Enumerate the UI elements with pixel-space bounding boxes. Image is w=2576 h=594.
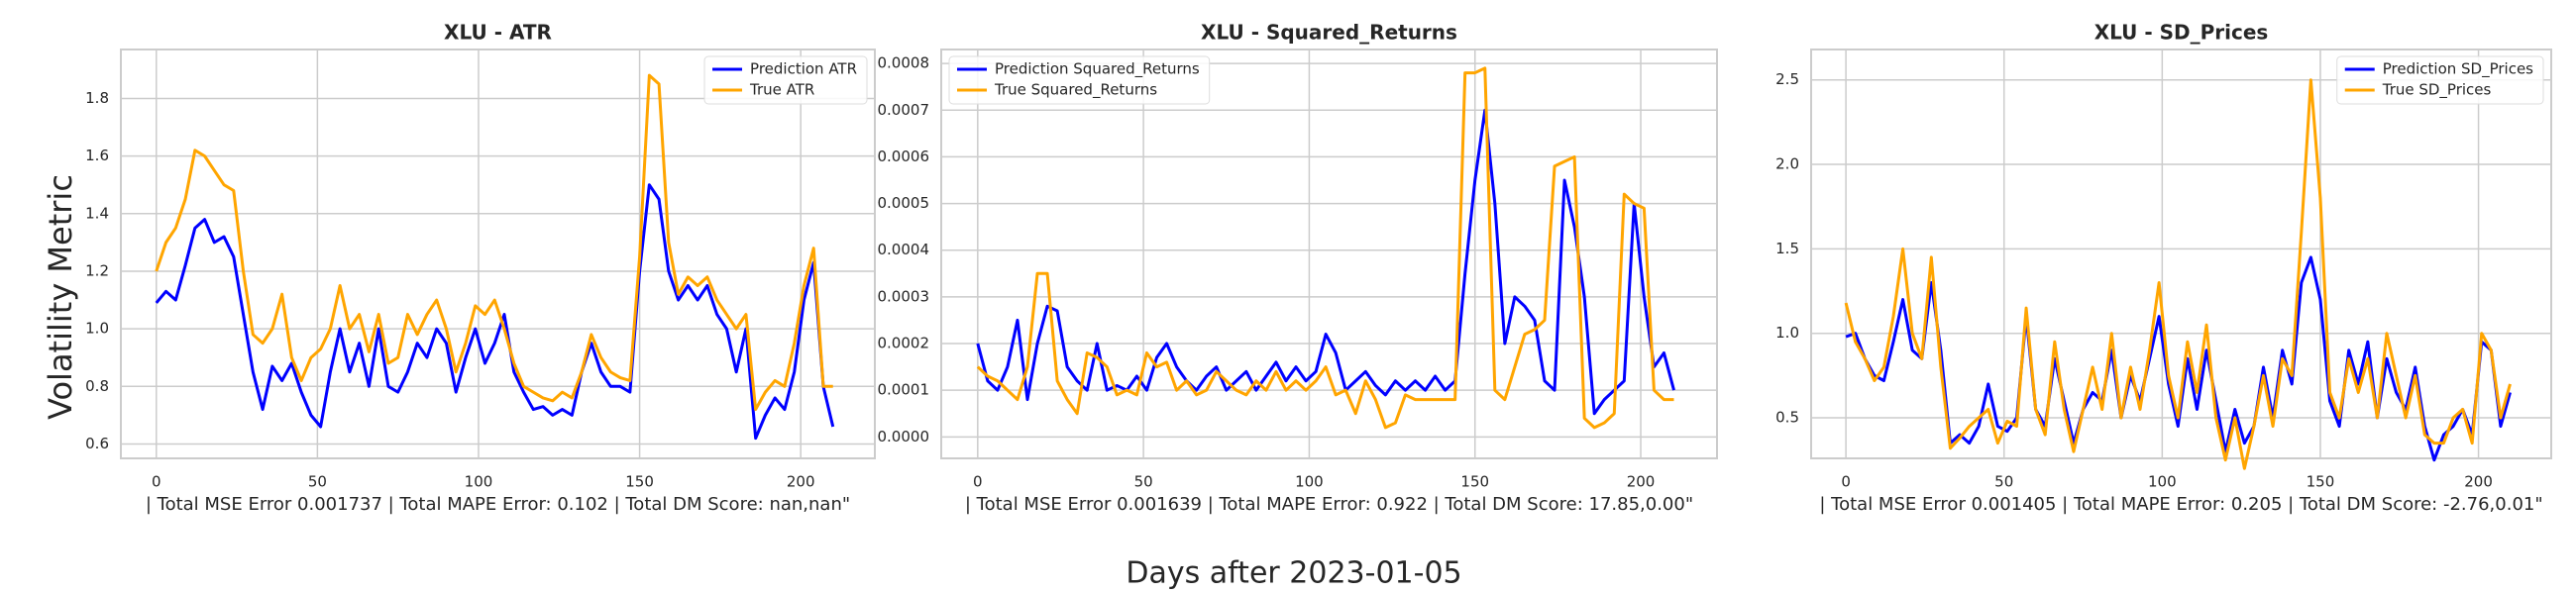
subplot-title: XLU - SD_Prices [2094,21,2269,45]
y-tick-label: 0.6 [85,435,109,452]
legend-box [2336,55,2544,105]
x-tick-label: 200 [787,473,815,491]
y-tick-label: 2.0 [1775,155,1799,173]
y-tick-label: 1.0 [1775,324,1799,342]
y-tick-label: 0.5 [1775,409,1799,427]
plot-frame [1810,49,2552,459]
plot-area [121,50,875,458]
subplot-title: XLU - ATR [444,21,552,45]
legend-box [703,55,868,105]
series-line [1845,255,2512,462]
x-tick-label: 0 [1841,473,1851,491]
y-tick-label: 1.2 [85,261,109,279]
subplot-x-label: | Total MSE Error 0.001737 | Total MAPE … [146,494,850,515]
x-tick-label: 150 [2307,473,2335,491]
x-tick-label: 100 [2148,473,2177,491]
subplot: 0.6 0.8 1.0 1.2 1.4 1.6 1.8 0 50 100 150 200 XLU - A… [85,21,876,515]
legend-label: Prediction SD_Prices [2383,60,2533,79]
y-tick-label: 1.8 [85,89,109,107]
plot-frame [120,49,876,459]
legend-label: Prediction ATR [750,60,857,78]
y-tick-label: 1.5 [1775,240,1799,257]
legend-label: True ATR [749,81,814,99]
y-tick-label: 1.4 [85,204,109,222]
x-tick-label: 200 [1627,473,1656,491]
y-tick-label: 1.0 [85,320,109,338]
legend-label: True SD_Prices [2382,81,2492,100]
y-tick-label: 0.0002 [878,335,930,352]
y-tick-label: 0.0007 [878,101,930,119]
y-tick-label: 0.0008 [878,54,930,72]
y-tick-label: 1.6 [85,147,109,164]
y-axis-label: Volatility Metric [42,174,79,420]
series-line [976,66,1674,430]
y-tick-label: 0.8 [85,377,109,395]
x-tick-label: 50 [1134,473,1153,491]
legend-label: True Squared_Returns [994,81,1157,100]
plot-frame [940,49,1718,459]
x-tick-label: 150 [1460,473,1489,491]
y-tick-label: 0.0000 [878,428,930,446]
subplot-title: XLU - Squared_Returns [1201,21,1457,45]
y-tick-label: 0.0003 [878,287,930,305]
legend: Prediction Squared_Returns True Squared_R… [948,55,1211,105]
legend: Prediction ATR True ATR [703,55,868,105]
y-tick-label: 0.0001 [878,381,930,399]
x-tick-label: 150 [625,473,654,491]
y-tick-label: 2.5 [1775,70,1799,88]
series-line [1844,78,2512,470]
series-line [155,183,835,441]
subplot: 0.5 1.0 1.5 2.0 2.5 0 50 100 150 200 XLU - SD_Pric… [1775,21,2552,515]
subplot-x-label: | Total MSE Error 0.001639 | Total MAPE … [965,494,1693,515]
x-tick-label: 100 [1295,473,1324,491]
x-tick-label: 100 [465,473,493,491]
x-tick-label: 50 [1994,473,2013,491]
y-tick-label: 0.0004 [878,241,930,258]
subplot-x-label: | Total MSE Error 0.001405 | Total MAPE … [1819,494,2542,515]
x-axis-label: Days after 2023-01-05 [1126,556,1461,591]
subplot: 0.0000 0.0001 0.0002 0.0003 0.0004 0.0005 0.00… [878,21,1718,515]
legend-box [948,55,1211,105]
series-line [155,73,833,412]
series-line [976,108,1675,416]
y-tick-label: 0.0005 [878,194,930,212]
x-tick-label: 50 [308,473,327,491]
x-tick-label: 0 [973,473,983,491]
legend-label: Prediction Squared_Returns [995,60,1200,79]
y-tick-label: 0.0006 [878,148,930,165]
x-tick-label: 0 [152,473,161,491]
x-tick-label: 200 [2464,473,2493,491]
legend: Prediction SD_Prices True SD_Prices [2336,55,2544,105]
